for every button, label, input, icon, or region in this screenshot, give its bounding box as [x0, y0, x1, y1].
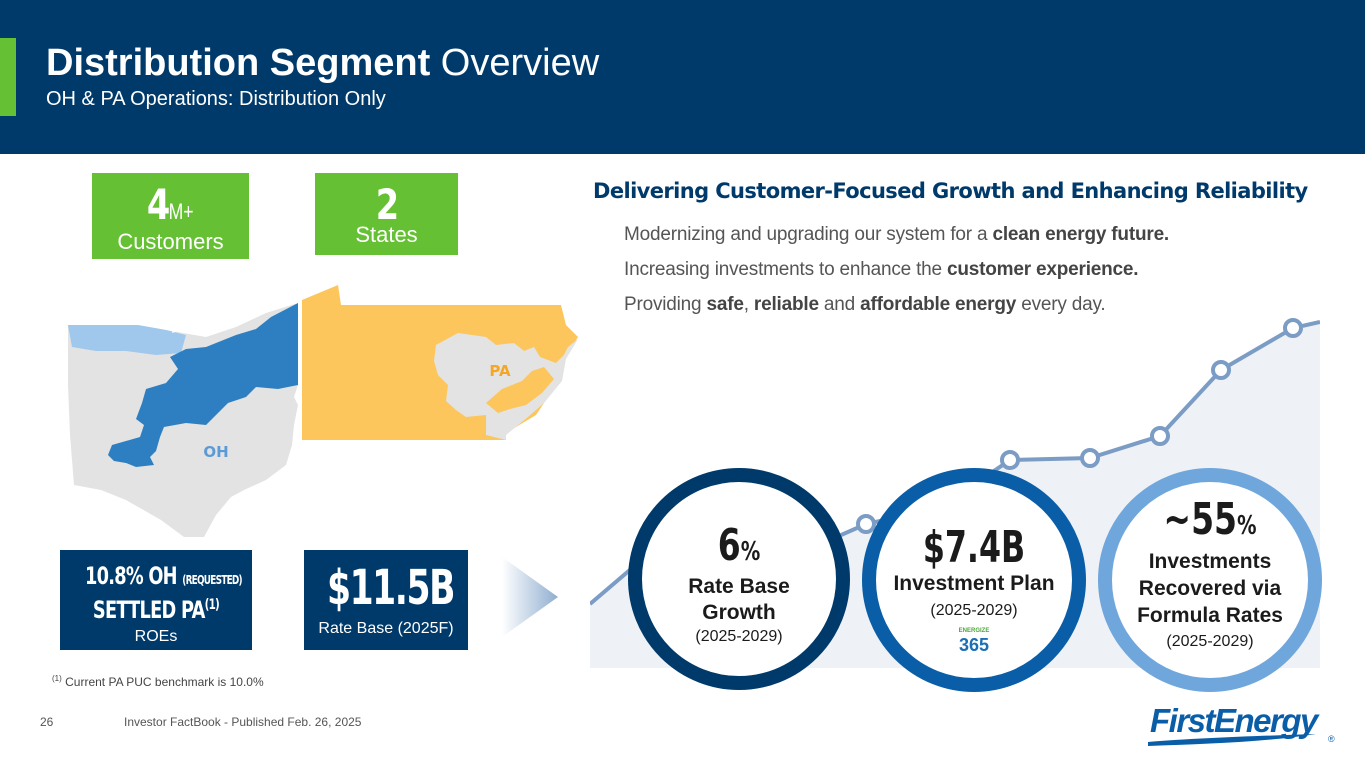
formula-rates-label-2: Recovered via: [1138, 577, 1282, 600]
formula-rates-circle: ~55% Investments Recovered via Formula R…: [1098, 468, 1322, 692]
growth-marker: [1000, 450, 1020, 470]
logo-registered-mark: ®: [1328, 734, 1335, 744]
rate-base-growth-value: 6%: [666, 524, 812, 574]
customers-number-suffix: M+: [168, 199, 194, 224]
energize-365-logo: ENERGIZE 365: [876, 626, 1072, 654]
bullet-1-text: Modernizing and upgrading our system for…: [624, 224, 993, 245]
roe-pa-footnote-marker: (1): [204, 597, 220, 613]
header-banner: Distribution Segment Overview OH & PA Op…: [0, 0, 1365, 154]
bullet-3-sep: ,: [743, 294, 754, 315]
bullet-3-emphasis-affordable: affordable energy: [860, 294, 1017, 315]
customers-tile: 4M+ Customers: [92, 173, 249, 259]
roe-pa-line: SETTLED PA(1): [85, 596, 227, 624]
bullet-2: Increasing investments to enhance the cu…: [624, 259, 1139, 281]
investment-plan-period: (2025-2029): [930, 602, 1018, 619]
ohio-light-blue-region: [68, 325, 186, 355]
growth-marker: [1150, 426, 1170, 446]
footnote-marker: (1): [52, 674, 62, 683]
energize-badge-number: 365: [958, 635, 990, 655]
bullet-3: Providing safe, reliable and affordable …: [624, 294, 1106, 316]
bullet-1-emphasis: clean energy future.: [992, 224, 1170, 245]
bullet-3-emphasis-reliable: reliable: [753, 294, 819, 315]
ohio-service-area: [108, 303, 298, 467]
growth-marker: [856, 514, 876, 534]
growth-marker: [1283, 318, 1303, 338]
customers-label: Customers: [117, 229, 224, 254]
formula-rates-value: ~55%: [1137, 498, 1284, 548]
logo-wordmark: FirstEnergy: [1150, 702, 1320, 739]
formula-rates-unit: %: [1237, 511, 1257, 541]
bullet-3-emphasis-safe: safe: [706, 294, 744, 315]
formula-rates-number: ~55: [1163, 494, 1238, 545]
page-subtitle: OH & PA Operations: Distribution Only: [46, 88, 386, 110]
roe-oh-note: (REQUESTED): [182, 573, 242, 587]
customers-number: 4M+: [147, 183, 194, 234]
states-number: 2: [375, 180, 399, 229]
investment-plan-value: $7.4B: [922, 522, 1026, 573]
map-label-pa: PA: [489, 362, 511, 380]
rate-base-value: $11.5B: [326, 560, 455, 616]
arrow-right-icon: [502, 557, 558, 637]
bullet-3-tail: every day.: [1016, 294, 1106, 315]
section-headline: Delivering Customer-Focused Growth and E…: [593, 179, 1308, 203]
ohio-lake-fragment: [172, 325, 178, 333]
rate-base-growth-label-2: Growth: [702, 601, 776, 624]
page-title-bold: Distribution Segment: [46, 42, 431, 84]
growth-marker: [1080, 448, 1100, 468]
energize-badge-top: ENERGIZE: [958, 628, 990, 634]
page-title-rest: Overview: [430, 42, 600, 84]
rate-base-label: Rate Base (2025F): [318, 620, 454, 637]
states-tile: 2 States: [315, 173, 458, 255]
formula-rates-label-3: Formula Rates: [1137, 604, 1283, 627]
rate-base-box: $11.5B Rate Base (2025F): [304, 550, 468, 650]
customers-number-value: 4: [147, 180, 170, 229]
rate-base-growth-period: (2025-2029): [695, 628, 783, 645]
pennsylvania-gray-region: [434, 333, 578, 440]
footnote-text: Current PA PUC benchmark is 10.0%: [61, 675, 264, 689]
bullet-1: Modernizing and upgrading our system for…: [624, 224, 1169, 246]
rate-base-growth-label-1: Rate Base: [688, 575, 790, 598]
rate-base-growth-unit: %: [740, 537, 761, 567]
investment-plan-label: Investment Plan: [893, 572, 1055, 595]
page-number: 26: [40, 715, 54, 729]
footer-source: Investor FactBook - Published Feb. 26, 2…: [124, 715, 362, 729]
rate-base-growth-number: 6: [717, 520, 741, 571]
roe-pa-value: SETTLED PA: [92, 596, 205, 624]
roe-oh-value: 10.8% OH: [84, 562, 178, 590]
roe-label: ROEs: [134, 628, 178, 645]
roe-box: 10.8% OH (REQUESTED) SETTLED PA(1) ROEs: [60, 550, 252, 650]
bullet-3-and: and: [818, 294, 861, 315]
service-territory-map: OH PA: [68, 285, 578, 537]
roe-oh-line: 10.8% OH (REQUESTED): [84, 562, 243, 590]
pennsylvania-service-strip: [486, 367, 554, 413]
rate-base-growth-circle: 6% Rate Base Growth (2025-2029): [628, 468, 850, 690]
bullet-2-text: Increasing investments to enhance the: [624, 259, 947, 280]
investment-plan-circle: $7.4B Investment Plan (2025-2029) ENERGI…: [862, 468, 1086, 692]
formula-rates-label-1: Investments: [1148, 550, 1272, 573]
bullet-2-emphasis: customer experience.: [947, 259, 1139, 280]
bullet-3-text: Providing: [624, 294, 707, 315]
logo-swoosh: [1148, 734, 1316, 746]
growth-marker: [1211, 360, 1231, 380]
states-label: States: [355, 222, 418, 247]
header-accent-bar: [0, 38, 16, 116]
page-title: Distribution Segment Overview: [46, 42, 599, 85]
formula-rates-period: (2025-2029): [1166, 633, 1254, 650]
map-label-oh: OH: [203, 443, 228, 461]
firstenergy-logo: FirstEnergy ®: [1148, 702, 1335, 746]
footnote: (1) Current PA PUC benchmark is 10.0%: [52, 674, 264, 689]
